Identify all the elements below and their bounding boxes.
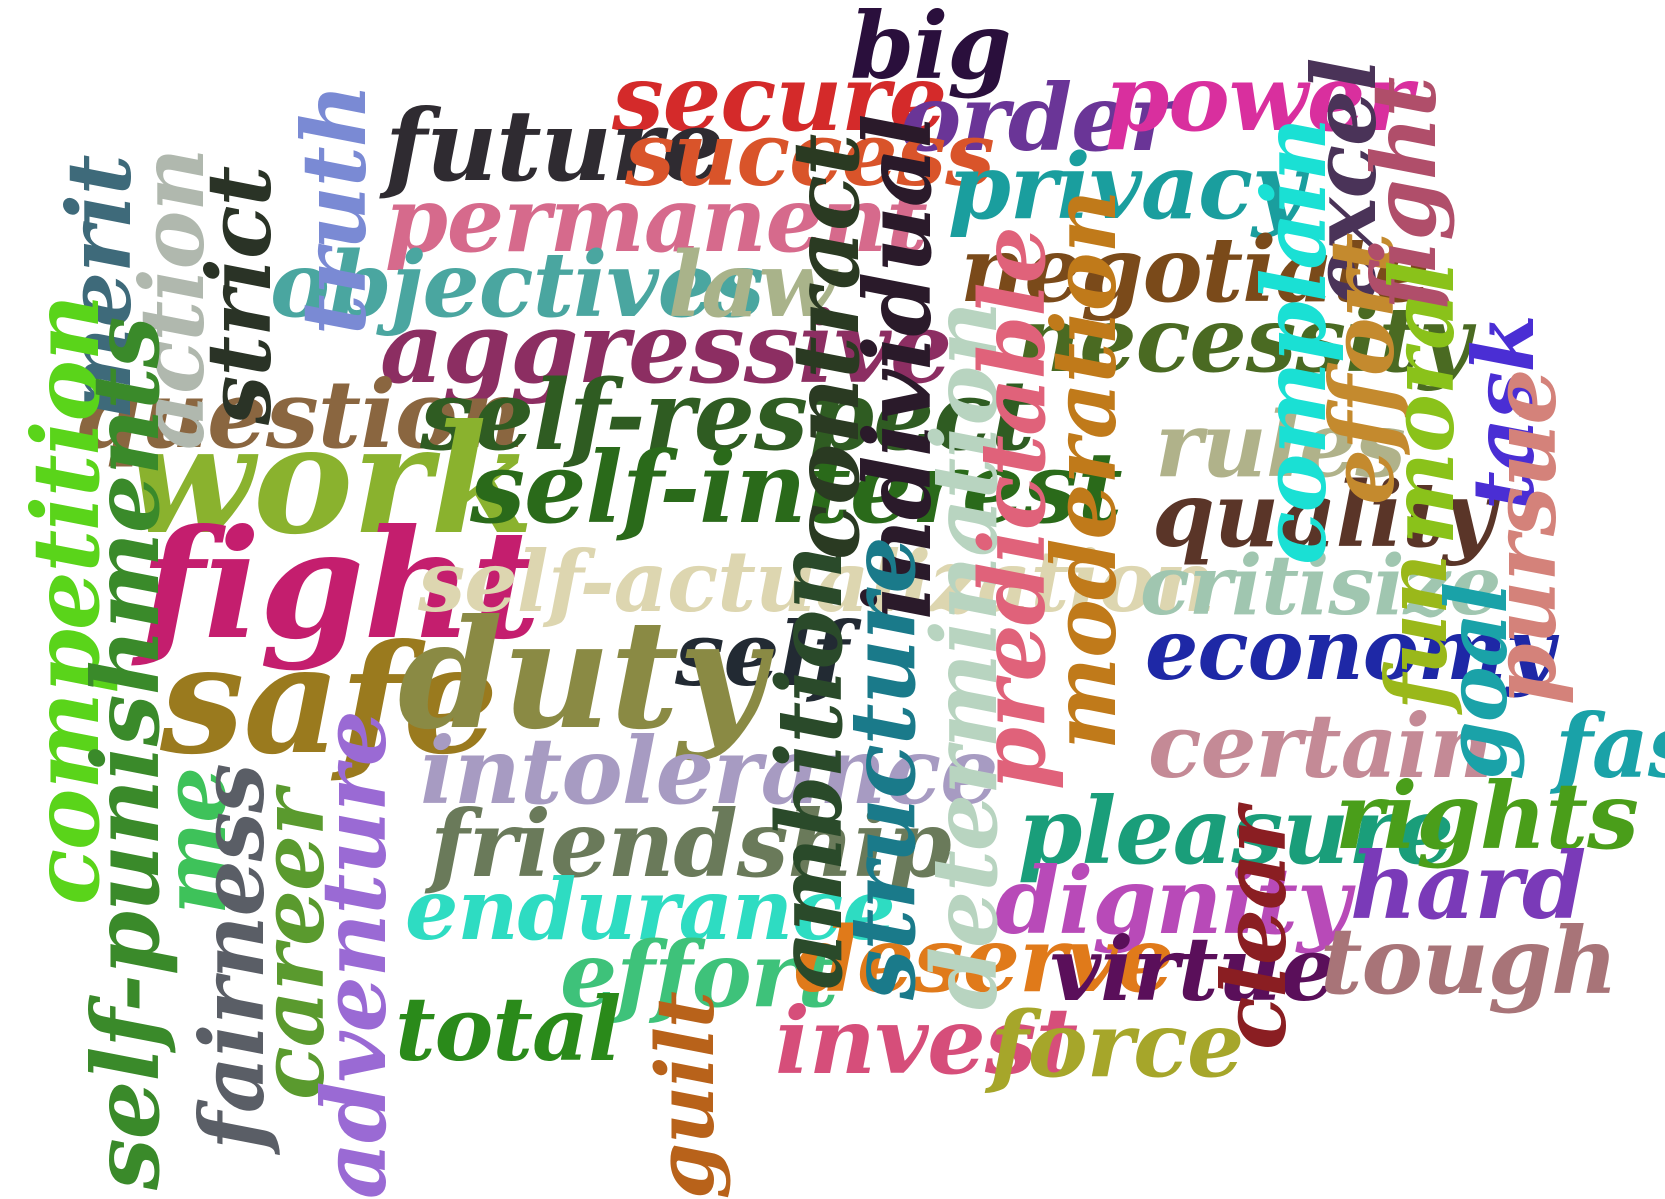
word-self-respect: self-respect	[420, 359, 1035, 472]
word-success: success	[625, 102, 995, 206]
word-effort: effort	[560, 922, 839, 1028]
word-self-punishments: self-punishments	[72, 317, 180, 1190]
word-certain: certain	[1148, 694, 1493, 798]
word-permanent: permanent	[385, 167, 928, 273]
word-fast: fast	[1555, 694, 1665, 798]
word-invest: invest	[775, 987, 1078, 1095]
word-strict: strict	[187, 166, 291, 425]
word-goal: goal	[1427, 582, 1526, 780]
word-deserve: deserve	[795, 907, 1174, 1013]
word-privacy: privacy	[948, 134, 1304, 240]
word-virtue: virtue	[1050, 917, 1337, 1021]
word-objectives: objectives	[270, 232, 765, 338]
word-secure: secure	[612, 44, 947, 152]
word-self: self	[675, 602, 849, 706]
word-fight: fight	[140, 497, 541, 673]
word-endurance: endurance	[405, 860, 896, 959]
word-friendship: friendship	[430, 790, 952, 898]
word-duty: duty	[398, 587, 765, 763]
word-critisize: critisize	[1140, 538, 1501, 634]
word-negotiate: negotiate	[960, 217, 1431, 323]
word-aggressive: aggressive	[380, 291, 952, 406]
word-rights: rights	[1335, 762, 1639, 870]
word-big: big	[850, 0, 1012, 100]
word-self-interest: self-interest	[470, 431, 1123, 546]
word-law: law	[668, 232, 836, 338]
word-moral: moral	[1370, 261, 1474, 545]
word-clear: clear	[1202, 808, 1306, 1050]
word-truth: truth	[282, 84, 386, 335]
word-force: force	[990, 992, 1244, 1098]
word-intolerance: intolerance	[420, 717, 999, 825]
word-future: future	[385, 89, 724, 204]
word-adventure: adventure	[302, 711, 406, 1199]
word-question: question	[75, 360, 525, 470]
word-self-actualization: self-actualization	[418, 532, 1215, 631]
word-hard: hard	[1350, 832, 1586, 940]
word-order: order	[900, 64, 1177, 172]
word-dignity: dignity	[995, 847, 1350, 955]
word-moderation: moderation	[1032, 190, 1136, 750]
word-guilt: guilt	[638, 992, 732, 1199]
word-rules: rules	[1155, 392, 1406, 498]
word-necessity: necessity	[1015, 287, 1471, 393]
word-power: power	[1105, 44, 1413, 152]
word-total: total	[395, 977, 621, 1081]
word-safe: safe	[160, 612, 499, 788]
word-work: work	[125, 392, 534, 568]
word-quality: quality	[1152, 462, 1495, 568]
word-pleasure: pleasure	[1018, 777, 1454, 885]
word-economy: economy	[1145, 600, 1554, 699]
word-tough: tough	[1320, 907, 1618, 1015]
